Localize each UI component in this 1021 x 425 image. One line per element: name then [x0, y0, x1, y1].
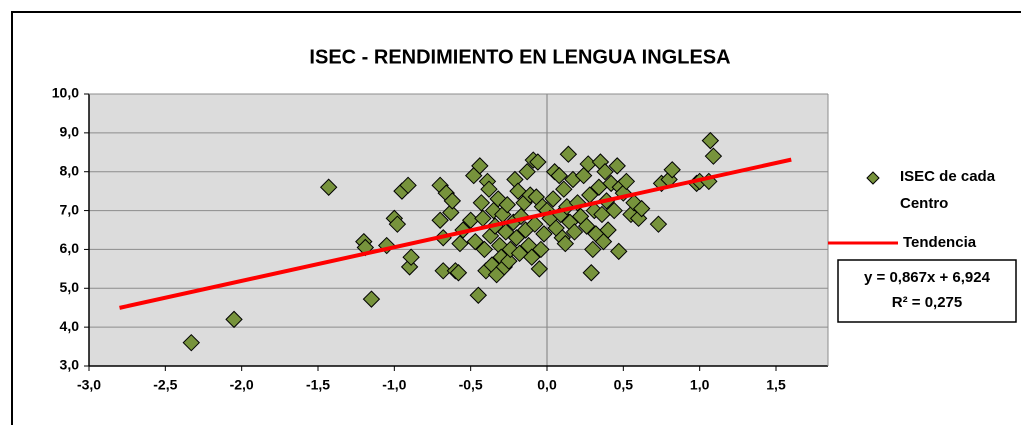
y-tick-label: 5,0: [60, 279, 80, 295]
data-point: [454, 221, 472, 239]
data-point: [559, 145, 578, 163]
x-tick-label: 1,0: [690, 377, 710, 393]
equation: y = 0,867x + 6,924: [864, 269, 991, 286]
data-point: [535, 225, 553, 243]
legend-label: Tendencia: [903, 234, 977, 251]
data-point: [497, 223, 515, 241]
data-point: [632, 199, 651, 218]
data-point: [472, 194, 491, 212]
data-point: [466, 232, 484, 251]
data-point: [377, 236, 396, 255]
data-point: [443, 192, 462, 210]
x-tick-label: 1,5: [766, 377, 786, 393]
x-tick-label: -2,0: [230, 377, 254, 393]
data-point: [596, 163, 614, 181]
data-point: [577, 217, 596, 235]
data-point: [471, 157, 489, 175]
data-point: [442, 203, 460, 222]
data-point: [469, 286, 488, 304]
x-tick-label: -1,5: [306, 377, 330, 393]
data-point: [529, 153, 547, 171]
data-point: [617, 172, 636, 191]
y-tick-label: 10,0: [52, 85, 79, 101]
data-point: [500, 252, 518, 270]
x-tick-label: -2,5: [153, 377, 177, 393]
x-tick-label: 0,5: [614, 377, 634, 393]
data-point: [599, 221, 617, 239]
data-point: [498, 196, 517, 214]
data-point: [480, 180, 498, 198]
legend-marker: [866, 171, 880, 185]
data-point: [532, 240, 550, 259]
data-point: [402, 248, 420, 266]
data-point: [400, 258, 419, 276]
data-point: [544, 190, 562, 208]
y-tick-label: 9,0: [60, 124, 80, 140]
data-point: [507, 229, 526, 247]
chart-title: ISEC - RENDIMIENTO EN LENGUA INGLESA: [309, 46, 730, 68]
data-point: [501, 240, 520, 259]
x-tick-label: -1,0: [382, 377, 406, 393]
trend-line: [119, 157, 792, 310]
data-point: [663, 161, 681, 179]
data-point: [584, 240, 602, 259]
data-point: [556, 234, 575, 253]
data-point: [550, 166, 568, 185]
data-point: [451, 234, 469, 253]
data-point: [526, 215, 544, 233]
y-tick-label: 7,0: [60, 201, 80, 217]
data-point: [388, 215, 407, 233]
data-point: [565, 223, 584, 241]
data-point: [182, 333, 200, 352]
data-point: [475, 240, 494, 259]
legend-label-box: ISEC de cada Centro: [900, 168, 996, 212]
data-point: [518, 163, 536, 181]
data-point: [701, 131, 720, 150]
r-squared: R² = 0,275: [892, 294, 962, 311]
data-point: [399, 176, 417, 195]
x-tick-label: -0,5: [459, 377, 483, 393]
data-point: [362, 290, 381, 308]
data-point: [649, 215, 668, 233]
data-point: [605, 201, 623, 220]
data-point: [704, 147, 723, 165]
equation-box: [837, 259, 1017, 323]
y-tick-label: 3,0: [60, 357, 80, 373]
legend-label: ISEC de cada Centro: [900, 168, 996, 212]
data-point: [610, 242, 628, 261]
data-point: [319, 178, 338, 196]
data-point: [555, 180, 573, 198]
x-tick-label: 0,0: [537, 377, 557, 393]
data-point: [594, 232, 613, 251]
data-point: [530, 260, 549, 278]
x-tick-label: -3,0: [77, 377, 101, 393]
data-point: [608, 157, 626, 175]
y-tick-label: 8,0: [60, 162, 80, 178]
data-point: [489, 190, 507, 208]
y-tick-label: 6,0: [60, 240, 80, 256]
data-point: [582, 264, 600, 282]
data-point: [449, 264, 468, 282]
data-point: [434, 262, 452, 280]
data-point: [523, 248, 541, 266]
y-tick-label: 4,0: [60, 318, 80, 334]
data-point: [225, 310, 243, 329]
data-point: [431, 211, 449, 229]
